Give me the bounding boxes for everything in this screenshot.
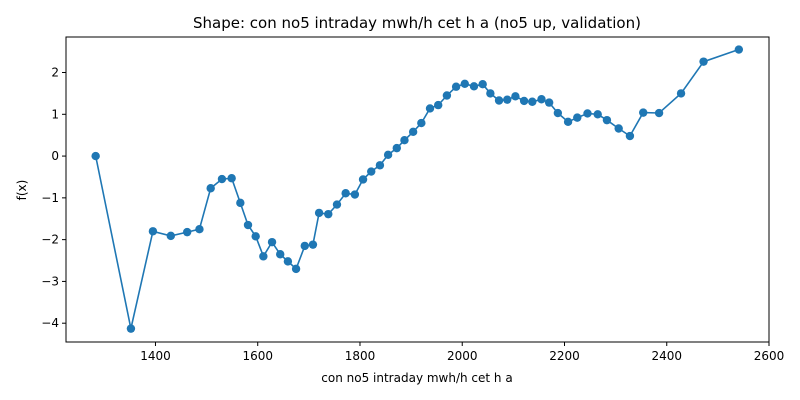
data-point bbox=[206, 184, 215, 193]
data-point bbox=[451, 82, 461, 91]
data-point bbox=[625, 131, 635, 141]
data-point bbox=[126, 324, 136, 333]
x-tick-label: 1600 bbox=[242, 349, 273, 363]
x-tick-label: 2000 bbox=[447, 349, 478, 363]
data-point bbox=[276, 250, 285, 259]
series-line bbox=[94, 48, 740, 329]
x-tick-label: 2200 bbox=[549, 349, 580, 363]
data-point bbox=[350, 190, 360, 199]
x-tick-label: 1400 bbox=[140, 349, 171, 363]
data-point bbox=[639, 108, 648, 117]
data-point bbox=[699, 57, 708, 66]
data-point bbox=[259, 252, 268, 261]
data-point bbox=[460, 79, 469, 88]
y-axis-label: f(x) bbox=[15, 180, 29, 201]
data-point bbox=[408, 127, 418, 137]
data-point bbox=[734, 45, 744, 54]
data-point bbox=[528, 97, 537, 106]
data-point bbox=[358, 175, 368, 184]
y-tick-label: −2 bbox=[41, 233, 59, 247]
data-point bbox=[332, 200, 342, 209]
data-point bbox=[494, 96, 504, 105]
data-point bbox=[400, 135, 409, 145]
y-tick-label: −3 bbox=[41, 274, 59, 288]
data-point bbox=[503, 95, 512, 104]
plot-frame bbox=[65, 36, 770, 343]
data-point bbox=[383, 150, 393, 160]
data-point bbox=[486, 89, 495, 98]
data-point bbox=[573, 113, 582, 122]
data-point bbox=[537, 95, 546, 104]
data-point bbox=[478, 80, 487, 89]
data-point bbox=[511, 92, 520, 101]
data-point bbox=[614, 124, 623, 133]
x-tick-label: 2600 bbox=[754, 349, 785, 363]
x-tick-label: 1800 bbox=[345, 349, 376, 363]
data-point bbox=[243, 220, 253, 230]
data-point bbox=[267, 237, 277, 247]
data-point bbox=[182, 227, 192, 237]
data-point bbox=[166, 231, 176, 241]
y-tick-label: −1 bbox=[41, 191, 59, 205]
data-point bbox=[392, 143, 401, 153]
data-point bbox=[583, 109, 592, 118]
data-point bbox=[654, 108, 664, 118]
data-point bbox=[341, 189, 350, 198]
data-point bbox=[300, 241, 309, 251]
data-point bbox=[469, 82, 479, 91]
data-point bbox=[544, 98, 554, 107]
chart-title: Shape: con no5 intraday mwh/h cet h a (n… bbox=[193, 14, 641, 32]
y-tick-label: 0 bbox=[51, 149, 59, 163]
plot-area bbox=[91, 45, 744, 333]
y-axis: −4 −3 −2 −1 0 1 2 bbox=[41, 66, 66, 330]
data-point bbox=[602, 115, 612, 125]
y-tick-label: 1 bbox=[51, 107, 59, 121]
data-point bbox=[375, 161, 385, 170]
data-point bbox=[367, 167, 376, 176]
data-point bbox=[251, 232, 260, 241]
data-point bbox=[148, 227, 158, 236]
data-point bbox=[417, 118, 426, 128]
data-point bbox=[236, 198, 245, 208]
data-point bbox=[434, 100, 443, 110]
data-point bbox=[442, 91, 452, 100]
data-point bbox=[314, 208, 324, 218]
data-point bbox=[676, 89, 686, 98]
x-axis-label: con no5 intraday mwh/h cet h a bbox=[321, 371, 512, 385]
data-point bbox=[519, 96, 529, 106]
data-point bbox=[593, 110, 602, 119]
x-tick-label: 2400 bbox=[651, 349, 682, 363]
data-point bbox=[283, 257, 293, 266]
data-point bbox=[195, 224, 204, 234]
data-point bbox=[291, 264, 301, 274]
data-point bbox=[563, 117, 573, 127]
y-tick-label: −4 bbox=[41, 316, 59, 330]
x-axis: 1400 1600 1800 2000 2200 2400 2600 bbox=[140, 342, 784, 363]
data-point bbox=[308, 240, 318, 249]
data-point bbox=[217, 174, 227, 184]
data-point bbox=[425, 104, 435, 113]
data-point bbox=[91, 151, 100, 161]
data-point bbox=[553, 108, 563, 118]
data-point bbox=[324, 209, 333, 219]
y-tick-label: 2 bbox=[51, 66, 59, 80]
data-point bbox=[227, 174, 236, 183]
